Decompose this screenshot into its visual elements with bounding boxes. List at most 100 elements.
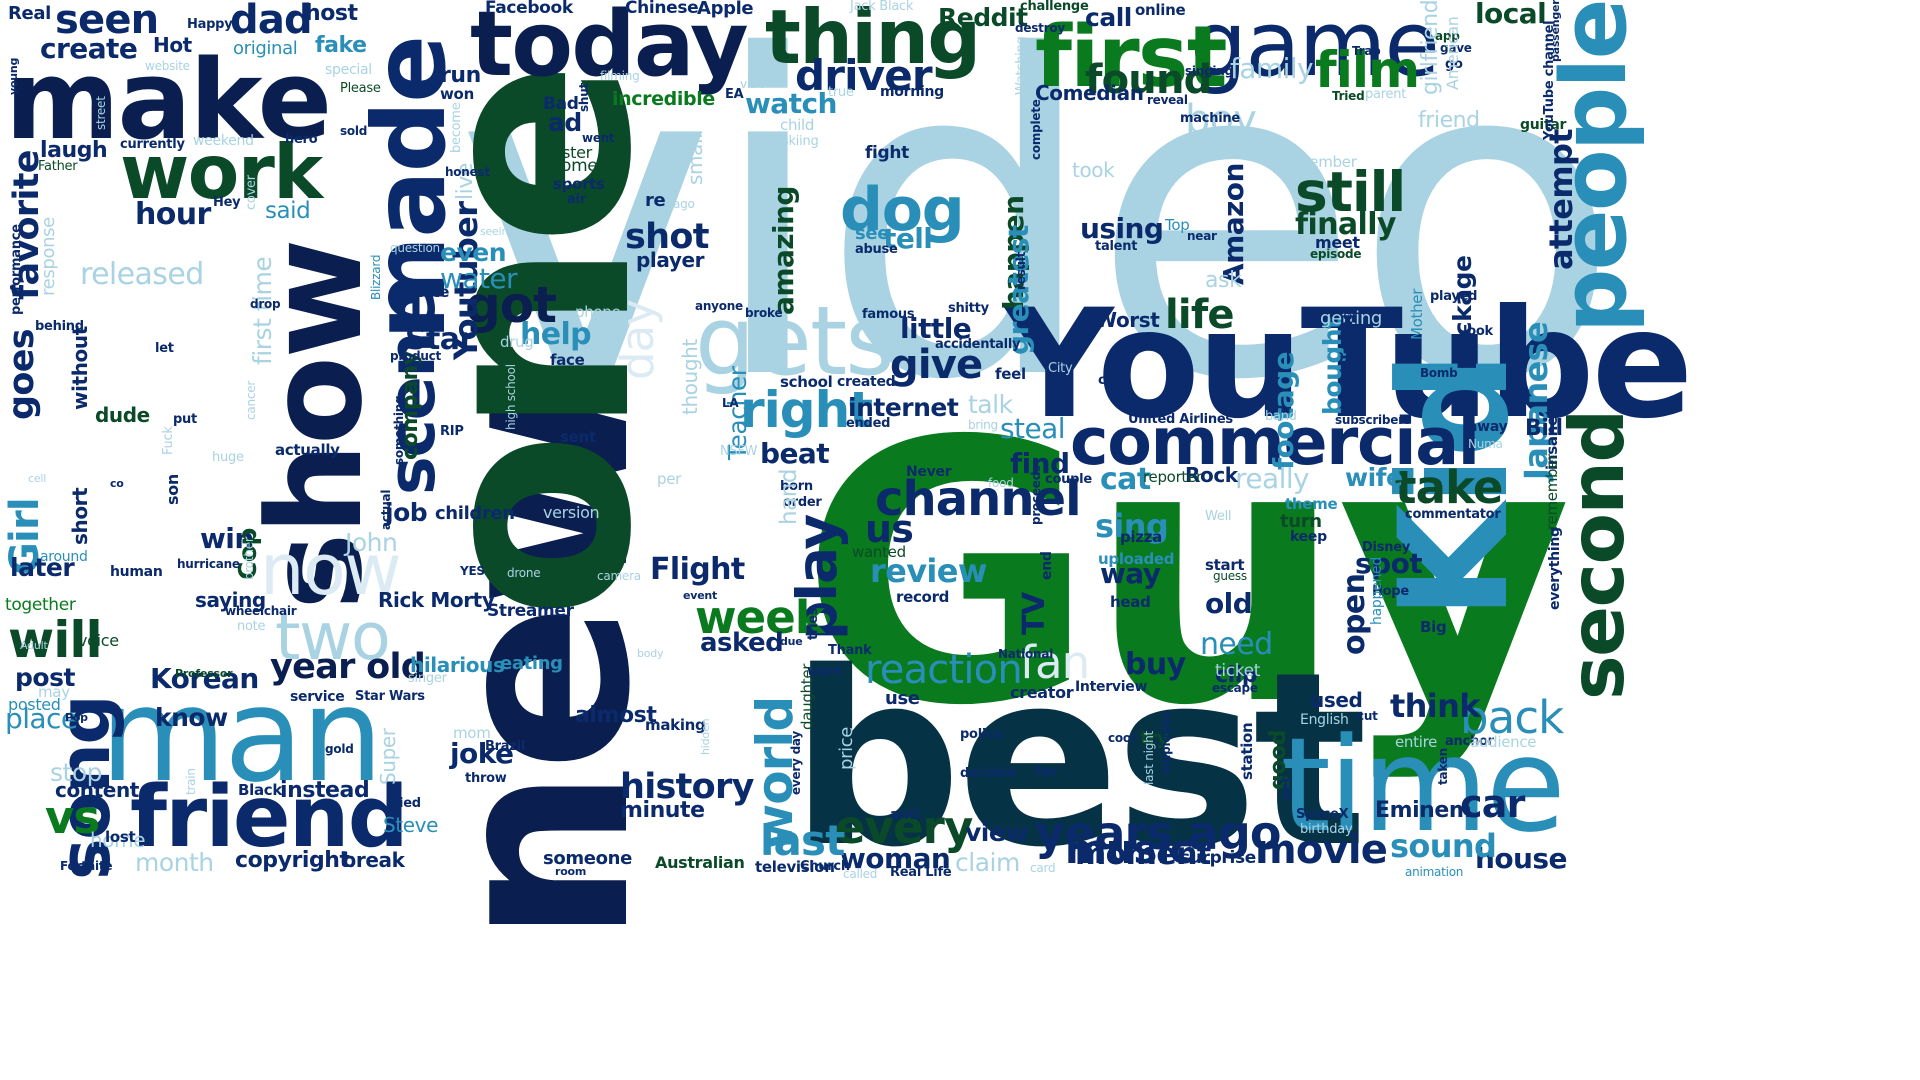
word-reaction: reaction bbox=[865, 647, 1023, 693]
word-become: become bbox=[449, 102, 464, 153]
word-destroy: destroy bbox=[1015, 21, 1065, 35]
word-interview: Interview bbox=[1075, 679, 1148, 695]
word-bring: bring bbox=[968, 418, 998, 432]
word-boy: boy bbox=[1185, 97, 1257, 143]
word-voice: voice bbox=[78, 631, 119, 650]
word-come: come bbox=[552, 156, 598, 176]
word-man: man bbox=[100, 659, 384, 811]
word-numa: Numa bbox=[1468, 437, 1503, 451]
word-trap: Trap bbox=[1352, 44, 1381, 58]
word-day: day bbox=[611, 299, 664, 380]
word-released: released bbox=[80, 257, 204, 292]
word-flight: Flight bbox=[650, 552, 745, 587]
word-sing: sing bbox=[1095, 507, 1169, 545]
word-week: week bbox=[695, 591, 825, 644]
word-commentator: commentator bbox=[1405, 507, 1501, 522]
word-anti: anti bbox=[890, 807, 920, 823]
word-behind: behind bbox=[35, 319, 84, 334]
word-film: film bbox=[1315, 41, 1420, 99]
word-buy: buy bbox=[1125, 647, 1186, 682]
word-two: two bbox=[275, 600, 391, 675]
word-order: order bbox=[783, 495, 822, 510]
word-shitty: shitty bbox=[948, 301, 989, 316]
word-copyright: copyright bbox=[235, 848, 350, 873]
word-open: open bbox=[1337, 573, 1372, 655]
word-around: around bbox=[40, 549, 88, 565]
word-tv: TV bbox=[1017, 592, 1052, 635]
word-guy: Guy bbox=[800, 365, 1572, 784]
word-cancer: cancer bbox=[244, 380, 258, 420]
word-app: app bbox=[1435, 29, 1460, 43]
word-moment: moment bbox=[1075, 837, 1211, 872]
word-morning: morning bbox=[880, 84, 944, 100]
word-camera: camera bbox=[597, 569, 641, 583]
word-church: Church bbox=[800, 859, 850, 874]
word-stop: stop bbox=[50, 758, 103, 787]
word-right: right bbox=[740, 381, 873, 439]
word-american: American bbox=[1443, 16, 1462, 90]
word-job: job bbox=[385, 498, 428, 527]
word-please: Please bbox=[340, 81, 381, 96]
word-eminem: Eminem bbox=[1375, 798, 1472, 823]
word-life: life bbox=[1165, 292, 1235, 338]
word-police: police bbox=[960, 727, 1003, 742]
word-ticket: ticket bbox=[1215, 661, 1261, 681]
word-content: content bbox=[55, 778, 139, 802]
word-died: died bbox=[390, 796, 421, 811]
word-set: set bbox=[1279, 776, 1295, 800]
word-original: original bbox=[233, 38, 298, 59]
word-commercial: commercial bbox=[1070, 405, 1480, 480]
word-service: service bbox=[290, 689, 345, 705]
word-old: old bbox=[1205, 587, 1253, 620]
word-thought: thought bbox=[678, 339, 702, 415]
word-la: LA bbox=[722, 396, 739, 410]
word-fortnite: Fortnite bbox=[60, 859, 113, 873]
word-rip: RIP bbox=[440, 424, 464, 439]
word-place: place bbox=[5, 702, 78, 735]
word-national: National bbox=[998, 647, 1054, 661]
word-pizza: pizza bbox=[1120, 528, 1162, 546]
word-online: online bbox=[1135, 1, 1186, 19]
word-player: player bbox=[636, 248, 705, 272]
word-rock: Rock bbox=[1185, 463, 1238, 487]
word-hope: Hope bbox=[1372, 584, 1409, 599]
word-getting: getting bbox=[1320, 308, 1382, 329]
word-city: City bbox=[1048, 361, 1073, 376]
word-street: street bbox=[94, 96, 108, 130]
word-back: back bbox=[1460, 691, 1564, 744]
word-took: took bbox=[1072, 158, 1115, 182]
word-bad: Bad bbox=[543, 94, 579, 114]
word-broke: broke bbox=[745, 306, 783, 320]
word-eating: eating bbox=[500, 653, 563, 674]
word-birthday: birthday bbox=[1300, 822, 1353, 837]
word-actual: actual bbox=[379, 489, 393, 530]
word-australian: Australian bbox=[655, 853, 745, 872]
word-dad: dad bbox=[230, 0, 313, 43]
word-watch: watch bbox=[745, 87, 837, 120]
word-hand: hand bbox=[776, 468, 802, 525]
word-saying: saying bbox=[195, 588, 266, 612]
word-ended: ended bbox=[846, 416, 891, 431]
word-tried: Tried bbox=[1332, 89, 1365, 103]
word-bill: Bill bbox=[1525, 416, 1563, 441]
word-really: really bbox=[1235, 462, 1310, 495]
word-feel: feel bbox=[995, 365, 1026, 383]
word-run: run bbox=[440, 63, 481, 88]
word-wife: wife bbox=[1345, 463, 1403, 492]
word-try: try bbox=[1140, 728, 1169, 749]
word-give: give bbox=[890, 342, 983, 388]
word-event: event bbox=[683, 589, 718, 602]
word-huge: huge bbox=[212, 450, 244, 465]
word-worst: Worst bbox=[1095, 308, 1160, 332]
word-cast: cast bbox=[1098, 373, 1128, 388]
word-super: Super bbox=[376, 728, 400, 785]
word-special: special bbox=[325, 62, 372, 78]
word-using: using bbox=[1080, 212, 1164, 245]
word-record: record bbox=[896, 588, 950, 606]
word-hour: hour bbox=[135, 197, 211, 232]
word-laugh: laugh bbox=[40, 138, 108, 163]
word-way: way bbox=[1100, 557, 1161, 590]
word-win: win bbox=[200, 522, 254, 555]
word-disney: Disney bbox=[1362, 540, 1410, 555]
